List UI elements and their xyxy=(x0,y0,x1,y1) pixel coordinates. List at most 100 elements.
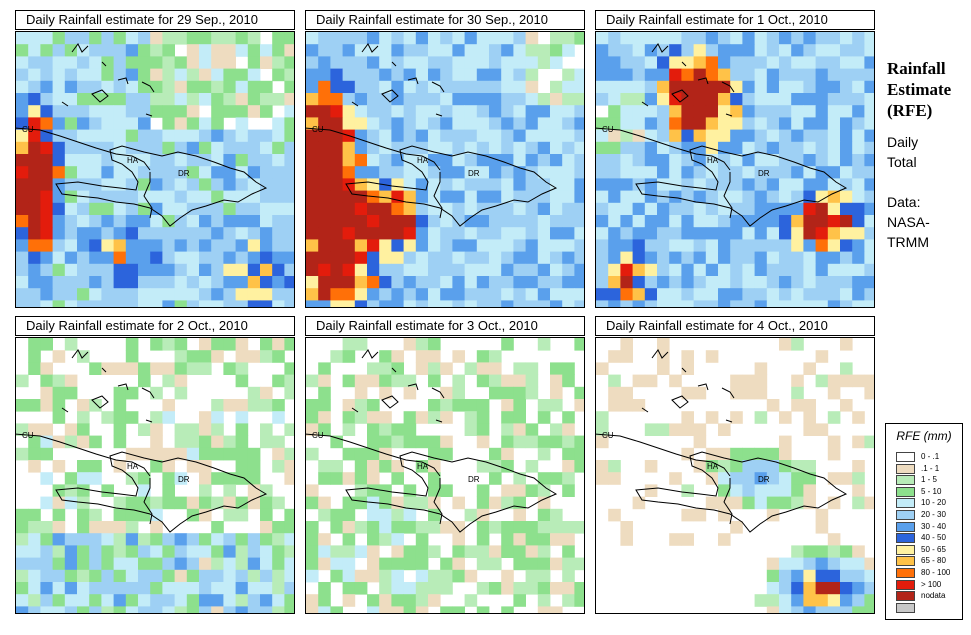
rainfall-cell xyxy=(754,44,768,57)
rainfall-cell xyxy=(669,190,682,204)
rainfall-cell xyxy=(791,190,804,204)
rainfall-cell xyxy=(705,80,719,94)
rainfall-cell xyxy=(562,105,575,118)
rainfall-cell xyxy=(596,472,609,485)
rainfall-cell xyxy=(562,582,575,595)
rainfall-cell xyxy=(840,202,853,216)
rainfall-cell xyxy=(211,141,224,155)
rainfall-cell xyxy=(101,154,114,167)
rainfall-cell xyxy=(330,154,343,167)
rainfall-cell xyxy=(766,32,780,45)
rainfall-cell xyxy=(284,521,294,534)
rainfall-cell xyxy=(342,569,356,583)
rainfall-cell xyxy=(379,117,392,130)
rainfall-cell xyxy=(113,251,127,265)
rainfall-cell xyxy=(718,215,731,228)
rainfall-cell xyxy=(52,288,66,301)
rainfall-cell xyxy=(342,105,356,118)
rainfall-cell xyxy=(596,154,609,167)
rainfall-cell xyxy=(77,129,90,143)
rainfall-cell xyxy=(428,374,441,388)
rainfall-cell xyxy=(125,276,139,289)
rainfall-cell xyxy=(596,435,609,449)
rainfall-cell xyxy=(113,190,127,204)
rainfall-cell xyxy=(28,447,41,461)
data-source-line: Data: xyxy=(887,194,921,210)
rainfall-cell xyxy=(16,545,29,558)
rainfall-cell xyxy=(644,374,658,388)
rainfall-cell xyxy=(89,508,102,522)
rainfall-cell xyxy=(815,569,829,583)
rainfall-cell xyxy=(693,44,707,57)
rainfall-cell xyxy=(669,472,682,485)
rainfall-cell xyxy=(138,44,151,57)
rainfall-cell xyxy=(391,606,404,613)
rainfall-cell xyxy=(150,263,163,277)
rainfall-map-oct2: CU HA DR xyxy=(15,337,295,614)
rainfall-cell xyxy=(632,374,646,388)
rainfall-cell xyxy=(864,239,874,252)
rainfall-cell xyxy=(150,423,163,436)
rainfall-cell xyxy=(562,44,575,57)
rainfall-cell xyxy=(306,411,319,424)
rainfall-cell xyxy=(284,68,294,82)
rainfall-cell xyxy=(235,166,249,179)
rainfall-cell xyxy=(791,129,804,143)
rainfall-cell xyxy=(342,582,356,595)
rainfall-cell xyxy=(815,276,829,289)
rainfall-cell xyxy=(28,93,41,106)
rainfall-cell xyxy=(464,68,478,82)
rainfall-cell xyxy=(754,386,768,400)
rainfall-cell xyxy=(440,166,453,179)
rainfall-cell xyxy=(501,154,514,167)
rainfall-cell xyxy=(125,251,139,265)
rainfall-cell xyxy=(791,594,804,607)
rainfall-cell xyxy=(681,166,694,179)
rainfall-cell xyxy=(742,56,755,69)
rainfall-cell xyxy=(513,178,526,191)
rainfall-cell xyxy=(550,190,563,204)
rainfall-cell xyxy=(501,447,514,461)
rainfall-cell xyxy=(852,484,865,497)
rainfall-cell xyxy=(223,338,236,351)
rainfall-cell xyxy=(247,239,261,252)
rainfall-cell xyxy=(211,178,224,191)
rainfall-cell xyxy=(174,276,188,289)
rainfall-cell xyxy=(428,472,441,485)
rainfall-cell xyxy=(632,276,646,289)
rainfall-cell xyxy=(440,411,453,424)
rainfall-cell xyxy=(40,300,53,307)
rainfall-cell xyxy=(608,215,621,228)
rainfall-cell xyxy=(574,521,584,534)
rainfall-cell xyxy=(464,288,478,301)
rainfall-cell xyxy=(513,374,526,388)
rainfall-cell xyxy=(150,533,163,546)
rainfall-cell xyxy=(620,263,633,277)
rainfall-cell xyxy=(742,239,755,252)
rainfall-cell xyxy=(730,521,743,534)
rainfall-cell xyxy=(330,557,343,571)
rainfall-cell xyxy=(306,276,319,289)
rainfall-cell xyxy=(403,154,417,167)
rainfall-cell xyxy=(596,93,609,106)
rainfall-cell xyxy=(379,288,392,301)
rainfall-cell xyxy=(476,93,490,106)
rainfall-cell xyxy=(620,190,633,204)
rainfall-cell xyxy=(681,447,694,461)
rainfall-cell xyxy=(596,460,609,473)
rainfall-cell xyxy=(64,68,78,82)
rainfall-cell xyxy=(705,263,719,277)
rainfall-cell xyxy=(525,386,539,400)
rainfall-cell xyxy=(827,178,841,191)
rainfall-cell xyxy=(174,68,188,82)
rainfall-cell xyxy=(138,374,151,388)
rainfall-cell xyxy=(162,129,175,143)
rainfall-cell xyxy=(415,129,429,143)
rainfall-cell xyxy=(791,251,804,265)
rainfall-cell xyxy=(174,594,188,607)
rainfall-cell xyxy=(550,178,563,191)
rainfall-cell xyxy=(367,276,380,289)
rainfall-cell xyxy=(742,117,755,130)
rainfall-cell xyxy=(138,227,151,240)
rainfall-cell xyxy=(766,227,780,240)
